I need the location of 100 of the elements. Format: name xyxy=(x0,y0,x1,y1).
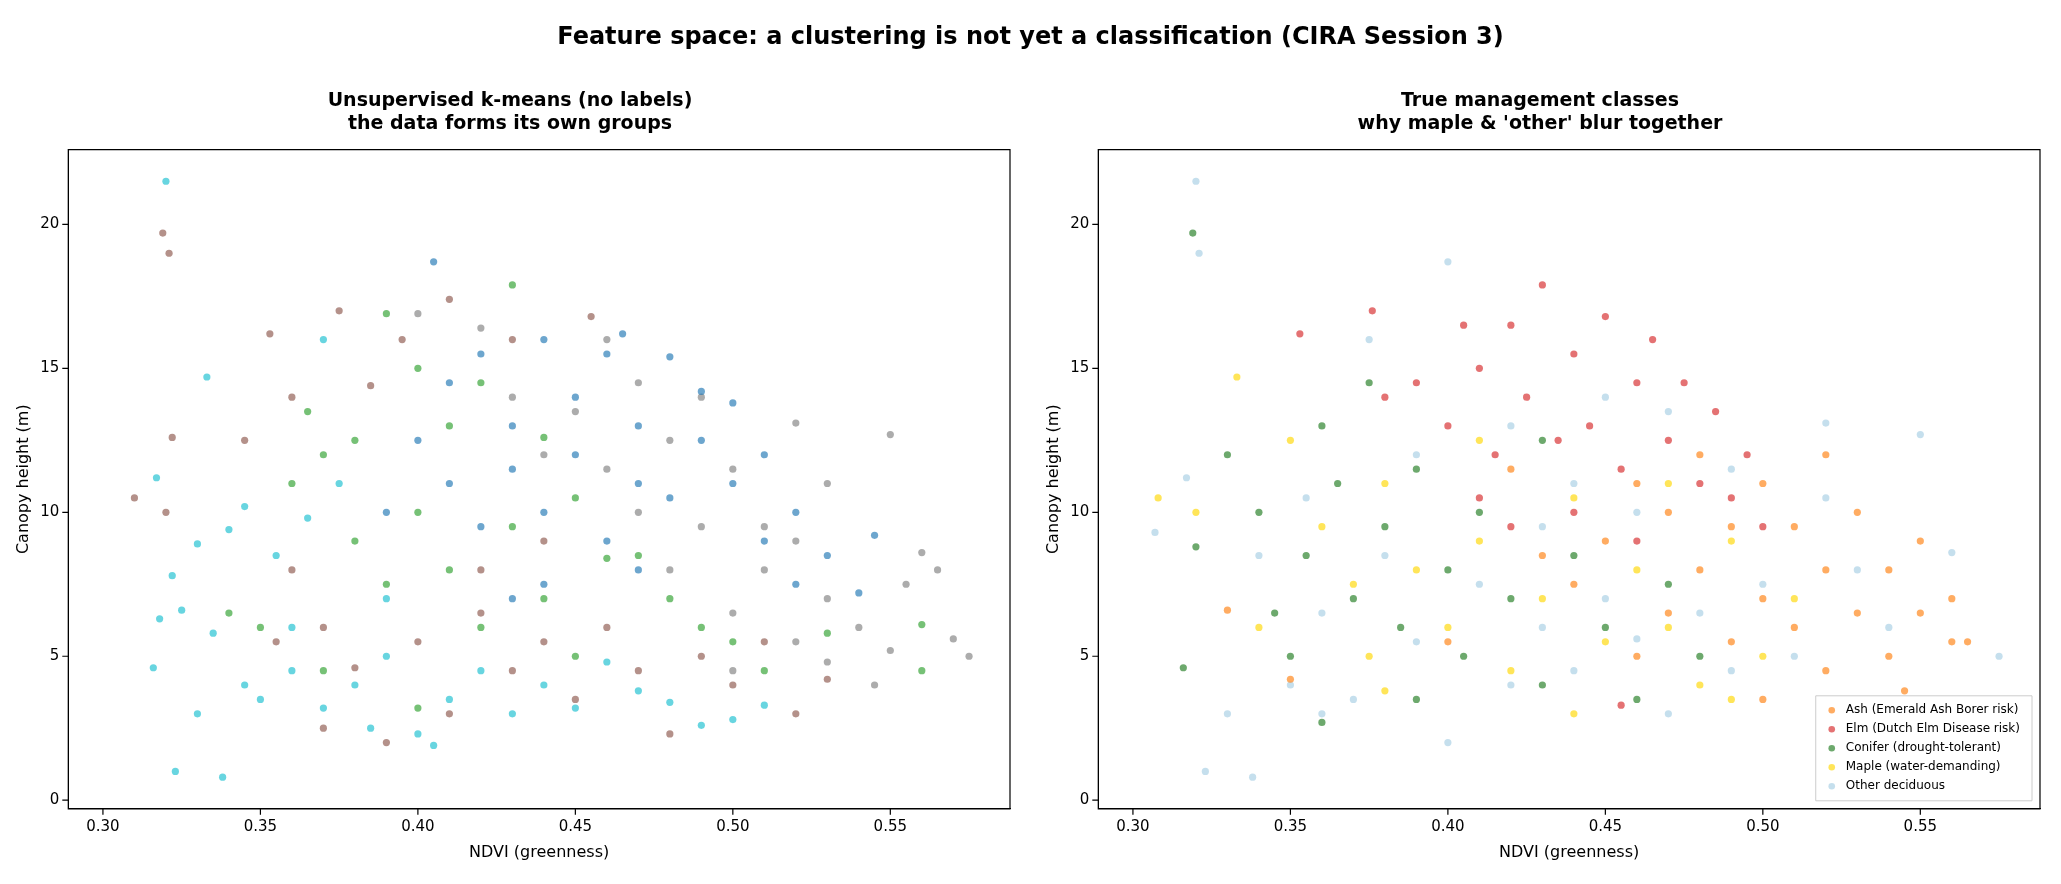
point xyxy=(603,335,611,344)
point xyxy=(792,638,800,646)
point xyxy=(1397,623,1405,632)
point xyxy=(351,436,359,444)
point xyxy=(634,379,642,387)
x-tick-label: 0.50 xyxy=(716,816,750,835)
point xyxy=(666,730,674,738)
point xyxy=(477,324,485,332)
point xyxy=(477,350,485,358)
point xyxy=(1995,652,2003,660)
point xyxy=(1491,451,1499,459)
point xyxy=(203,373,211,381)
point xyxy=(1853,508,1861,516)
point xyxy=(272,638,280,646)
point xyxy=(1617,465,1625,473)
point xyxy=(414,730,422,738)
point xyxy=(1790,652,1798,660)
point xyxy=(1822,566,1830,574)
point xyxy=(1475,436,1483,444)
point xyxy=(603,554,611,562)
point xyxy=(1318,710,1326,718)
point xyxy=(1948,595,1956,603)
point xyxy=(1523,393,1531,401)
point xyxy=(1664,710,1672,718)
point xyxy=(1570,667,1578,675)
point xyxy=(1759,652,1767,660)
point xyxy=(335,479,343,488)
point xyxy=(902,580,910,588)
point xyxy=(209,629,217,637)
point xyxy=(729,465,737,473)
point xyxy=(1633,652,1641,660)
point xyxy=(430,741,438,750)
point xyxy=(603,350,611,358)
point xyxy=(1182,474,1191,482)
point xyxy=(571,494,579,502)
point xyxy=(351,664,359,672)
point xyxy=(1286,675,1295,683)
point xyxy=(319,724,327,732)
chart-title: True management classes why maple & 'other' blur together xyxy=(1357,88,1724,134)
point xyxy=(697,721,705,729)
point xyxy=(603,658,611,666)
point xyxy=(382,580,390,588)
point xyxy=(1570,494,1578,502)
point xyxy=(1296,330,1304,338)
point xyxy=(1507,465,1515,473)
point xyxy=(1664,508,1672,516)
y-tick-label: 10 xyxy=(1070,502,1090,521)
point xyxy=(319,667,327,675)
point xyxy=(1271,609,1279,617)
point xyxy=(1460,652,1468,660)
point xyxy=(1475,364,1483,372)
point xyxy=(1538,595,1546,603)
point xyxy=(697,387,705,395)
x-tick-label: 0.55 xyxy=(1903,816,1938,835)
point xyxy=(634,422,642,430)
point xyxy=(1151,528,1159,537)
point xyxy=(666,566,674,574)
point xyxy=(571,652,579,660)
point xyxy=(477,609,485,617)
point xyxy=(351,681,359,689)
point xyxy=(634,551,642,560)
point xyxy=(225,609,233,617)
point xyxy=(1201,767,1209,775)
point xyxy=(1727,638,1735,646)
point xyxy=(1633,379,1641,387)
point xyxy=(603,623,611,632)
point xyxy=(666,436,674,444)
point xyxy=(1286,652,1295,660)
point xyxy=(1727,465,1735,473)
point xyxy=(1759,479,1767,488)
point xyxy=(634,566,642,574)
point xyxy=(823,658,831,666)
point xyxy=(823,675,831,683)
point xyxy=(1318,609,1326,617)
point xyxy=(1570,710,1578,718)
point xyxy=(508,335,516,344)
point xyxy=(540,508,548,516)
point xyxy=(1649,335,1657,344)
point xyxy=(1192,508,1200,516)
point xyxy=(477,379,485,387)
x-tick-label: 0.40 xyxy=(401,816,435,835)
point xyxy=(571,407,579,416)
point xyxy=(414,310,422,318)
point xyxy=(1507,523,1515,531)
point xyxy=(1334,479,1342,488)
point xyxy=(1885,623,1893,632)
point xyxy=(1538,281,1546,289)
point xyxy=(1712,407,1720,416)
point xyxy=(477,623,485,632)
point xyxy=(241,502,249,511)
point xyxy=(445,379,453,387)
point xyxy=(178,606,186,614)
point xyxy=(398,335,406,344)
point xyxy=(256,695,265,704)
point xyxy=(666,698,674,706)
point xyxy=(335,307,343,315)
point xyxy=(1696,681,1704,689)
point xyxy=(1948,549,1956,557)
point xyxy=(288,566,296,574)
point xyxy=(855,589,863,597)
